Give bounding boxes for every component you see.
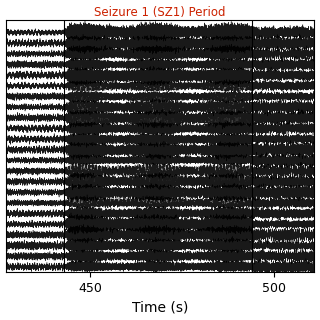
Title: Seizure 1 (SZ1) Period: Seizure 1 (SZ1) Period <box>94 5 226 19</box>
X-axis label: Time (s): Time (s) <box>132 300 188 315</box>
